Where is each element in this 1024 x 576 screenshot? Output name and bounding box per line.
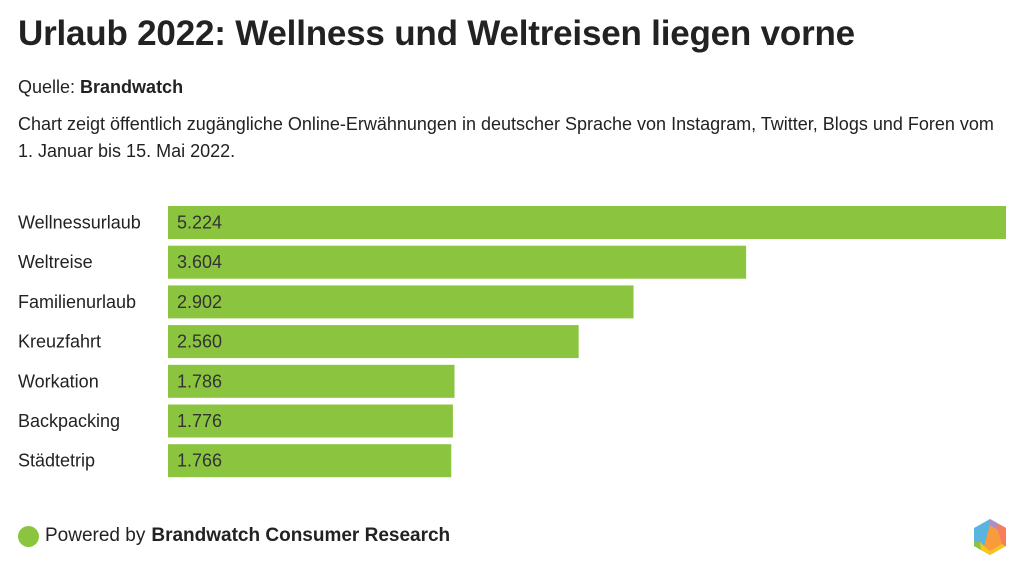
brandwatch-hexagon-logo-icon <box>974 519 1006 555</box>
bar-chart: Wellnessurlaub 5.224 Weltreise 3.604 Familie… <box>0 200 1024 490</box>
brand-dot-icon <box>18 525 39 547</box>
category-label: Backpacking <box>18 411 120 431</box>
value-label: 2.560 <box>177 332 222 352</box>
bar[interactable] <box>168 404 453 438</box>
value-label: 5.224 <box>177 213 222 233</box>
bar[interactable] <box>168 364 455 398</box>
value-label: 1.786 <box>177 371 222 391</box>
value-label: 1.776 <box>177 411 222 431</box>
category-label: Kreuzfahrt <box>18 332 101 352</box>
category-label: Städtetrip <box>18 451 95 471</box>
category-label: Wellnessurlaub <box>18 213 141 233</box>
bar[interactable] <box>168 325 579 359</box>
value-label: 3.604 <box>177 252 222 272</box>
source-name: Brandwatch <box>80 77 184 97</box>
category-label: Workation <box>18 371 99 391</box>
bar[interactable] <box>168 206 1006 239</box>
category-label: Weltreise <box>18 252 93 272</box>
source-prefix: Quelle: <box>18 77 81 97</box>
category-label: Familienurlaub <box>18 292 136 312</box>
bar[interactable] <box>168 444 452 478</box>
source-line: Quelle: Brandwatch <box>18 77 183 98</box>
bar[interactable] <box>168 245 747 279</box>
chart-title: Urlaub 2022: Wellness und Weltreisen lie… <box>18 14 855 53</box>
bar[interactable] <box>168 285 634 319</box>
footer-prefix: Powered by <box>45 525 146 546</box>
value-label: 1.766 <box>177 451 222 471</box>
footer-brand: Brandwatch Consumer Research <box>151 525 451 546</box>
value-label: 2.902 <box>177 292 222 312</box>
chart-description: Chart zeigt öffentlich zugängliche Onlin… <box>18 114 994 161</box>
bar-chart-svg: Wellnessurlaub 5.224 Weltreise 3.604 Familie… <box>18 206 1006 478</box>
footer: Powered by Brandwatch Consumer Research <box>18 523 450 549</box>
